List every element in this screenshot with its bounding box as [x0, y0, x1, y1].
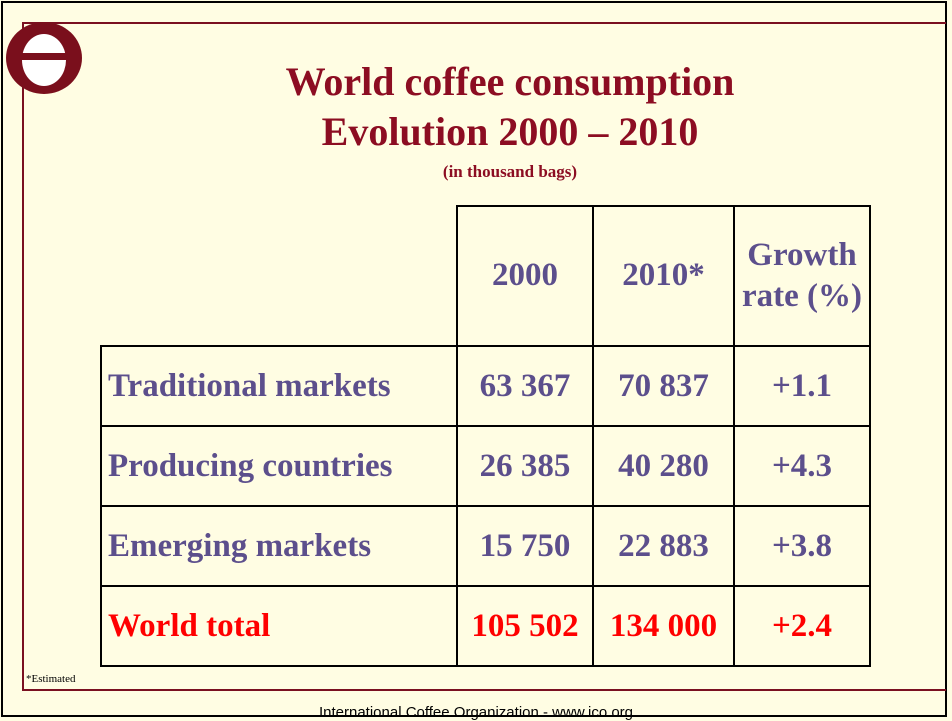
cell: 40 280 [592, 425, 735, 507]
title-line: World coffee consumption [285, 59, 735, 104]
column-header: 2000 [456, 205, 594, 347]
cell: 26 385 [456, 425, 594, 507]
cell: +2.4 [733, 585, 871, 667]
table-row: Emerging markets 15 750 22 883 +3.8 [100, 505, 871, 587]
table: 2000 2010* Growth rate (%) Traditional mar… [100, 205, 871, 667]
cell: +3.8 [733, 505, 871, 587]
cell: 70 837 [592, 345, 735, 427]
row-label: Producing countries [100, 425, 458, 507]
logo [6, 22, 82, 94]
cell: +4.3 [733, 425, 871, 507]
header-blank [101, 206, 457, 347]
row-label: World total [100, 585, 458, 667]
column-header: Growth rate (%) [733, 205, 871, 347]
cell: 105 502 [456, 585, 594, 667]
cell: 22 883 [592, 505, 735, 587]
table-row: World total 105 502 134 000 +2.4 [100, 585, 871, 667]
row-label: Traditional markets [100, 345, 458, 427]
table-row: Traditional markets 63 367 70 837 +1.1 [100, 345, 871, 427]
footer: International Coffee Organization - www.… [318, 704, 634, 721]
slide-border [22, 22, 946, 691]
table-body: Traditional markets 63 367 70 837 +1.1 Produ… [100, 345, 871, 667]
column-header: 2010* [592, 205, 735, 347]
cell: 15 750 [456, 505, 594, 587]
table-row: Producing countries 26 385 40 280 +4.3 [100, 425, 871, 507]
note: *Estimated [26, 673, 76, 685]
subtitle: (in thousand bags) [442, 162, 578, 181]
header-row: 2000 2010* Growth rate (%) [101, 205, 871, 347]
row-label: Emerging markets [100, 505, 458, 587]
cell: +1.1 [733, 345, 871, 427]
cell: 63 367 [456, 345, 594, 427]
title-line: Evolution 2000 – 2010 [321, 109, 699, 154]
cell: 134 000 [592, 585, 735, 667]
